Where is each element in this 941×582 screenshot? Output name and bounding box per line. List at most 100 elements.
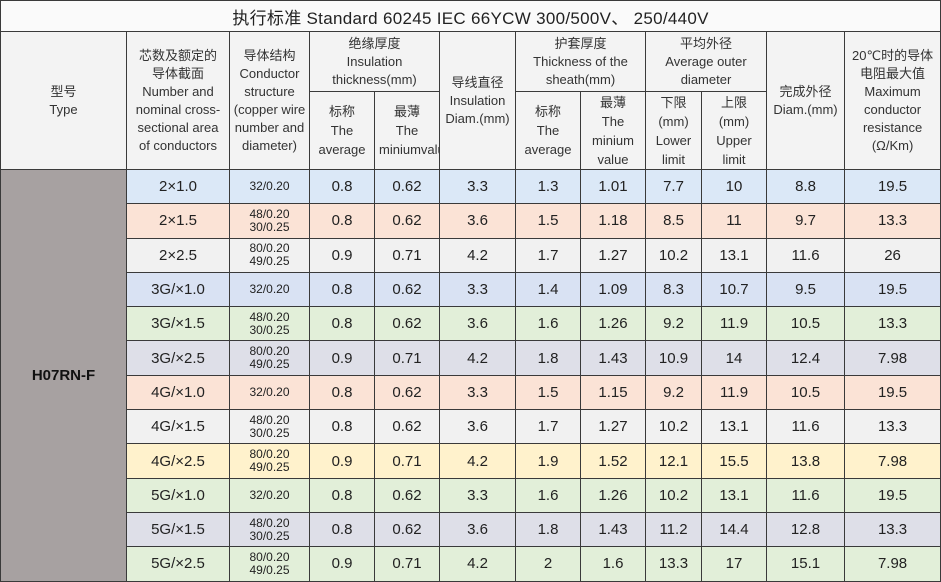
cross-section-cell: 3G/×2.5 bbox=[126, 340, 230, 376]
conductor-cell: 80/0.20 49/0.25 bbox=[229, 340, 310, 376]
resistance-cell: 19.5 bbox=[843, 271, 941, 308]
cross-section-cell: 2×2.5 bbox=[126, 237, 230, 273]
cross-section-cell: 2×1.5 bbox=[126, 203, 230, 239]
insulation-minimum-cell: 0.71 bbox=[374, 546, 440, 582]
sheath-average-cell: 1.9 bbox=[515, 443, 581, 479]
conductor-cell: 32/0.20 bbox=[229, 477, 310, 513]
sheath-minimum-cell: 1.43 bbox=[580, 340, 646, 376]
complete-diameter-cell: 12.8 bbox=[766, 511, 845, 548]
insulation-minimum-cell: 0.71 bbox=[374, 340, 440, 376]
complete-diameter-cell: 11.6 bbox=[766, 237, 845, 273]
table-row: 4G/×1.0 32/0.20 0.8 0.62 3.3 1.5 1.15 9.2 11.9 10… bbox=[1, 374, 941, 411]
header-type: 型号 Type bbox=[0, 31, 127, 170]
lower-limit-cell: 11.2 bbox=[645, 511, 702, 548]
complete-diameter-cell: 13.8 bbox=[766, 443, 845, 479]
complete-diameter-cell: 11.6 bbox=[766, 477, 845, 513]
conductor-line-2: 49/0.25 bbox=[249, 460, 290, 475]
conductor-line-1: 48/0.20 bbox=[249, 309, 290, 324]
lower-limit-cell: 12.1 bbox=[645, 443, 702, 479]
insulation-minimum-cell: 0.62 bbox=[374, 168, 440, 205]
conductor-cell: 80/0.20 49/0.25 bbox=[229, 546, 310, 582]
table-row: 5G/×1.5 48/0.20 30/0.25 0.8 0.62 3.6 1.8 1.43 11… bbox=[1, 511, 941, 548]
sheath-minimum-cell: 1.6 bbox=[580, 546, 646, 582]
header-sheath-average: 标称 The average bbox=[515, 91, 581, 170]
upper-limit-cell: 11.9 bbox=[701, 374, 767, 411]
complete-diameter-cell: 11.6 bbox=[766, 409, 845, 445]
table-row: 3G/×2.5 80/0.20 49/0.25 0.9 0.71 4.2 1.8 1.43 10… bbox=[1, 340, 941, 376]
upper-limit-cell: 10.7 bbox=[701, 271, 767, 308]
upper-limit-cell: 11.9 bbox=[701, 306, 767, 342]
conductor-cell: 48/0.20 30/0.25 bbox=[229, 409, 310, 445]
header-lower-limit: 下限 (mm) Lower limit bbox=[645, 91, 702, 170]
conductor-line-1: 32/0.20 bbox=[249, 487, 290, 502]
sheath-minimum-cell: 1.43 bbox=[580, 511, 646, 548]
header-sheath-minimum: 最薄 The minium value bbox=[580, 91, 646, 170]
table-row: 5G/×2.5 80/0.20 49/0.25 0.9 0.71 4.2 2 1.6 13.3 1… bbox=[1, 546, 941, 582]
sheath-average-cell: 1.7 bbox=[515, 237, 581, 273]
lower-limit-cell: 8.5 bbox=[645, 203, 702, 239]
sheath-average-cell: 1.6 bbox=[515, 477, 581, 513]
insulation-diameter-cell: 4.2 bbox=[439, 443, 516, 479]
header-insulation-diameter: 导线直径 Insulation Diam.(mm) bbox=[439, 31, 516, 170]
sheath-minimum-cell: 1.27 bbox=[580, 237, 646, 273]
sheath-average-cell: 1.6 bbox=[515, 306, 581, 342]
lower-limit-cell: 13.3 bbox=[645, 546, 702, 582]
conductor-cell: 48/0.20 30/0.25 bbox=[229, 306, 310, 342]
insulation-diameter-cell: 3.6 bbox=[439, 409, 516, 445]
conductor-line-1: 80/0.20 bbox=[249, 344, 290, 359]
conductor-cell: 48/0.20 30/0.25 bbox=[229, 203, 310, 239]
complete-diameter-cell: 12.4 bbox=[766, 340, 845, 376]
insulation-average-cell: 0.8 bbox=[309, 409, 375, 445]
resistance-cell: 7.98 bbox=[843, 340, 941, 376]
resistance-cell: 7.98 bbox=[843, 443, 941, 479]
upper-limit-cell: 13.1 bbox=[701, 477, 767, 513]
conductor-line-1: 80/0.20 bbox=[249, 447, 290, 462]
lower-limit-cell: 9.2 bbox=[645, 306, 702, 342]
insulation-diameter-cell: 4.2 bbox=[439, 340, 516, 376]
sheath-minimum-cell: 1.26 bbox=[580, 477, 646, 513]
table-row: 2×1.5 48/0.20 30/0.25 0.8 0.62 3.6 1.5 1.18 8.5 1… bbox=[1, 203, 941, 239]
insulation-average-cell: 0.9 bbox=[309, 546, 375, 582]
upper-limit-cell: 17 bbox=[701, 546, 767, 582]
conductor-cell: 80/0.20 49/0.25 bbox=[229, 237, 310, 273]
complete-diameter-cell: 10.5 bbox=[766, 374, 845, 411]
lower-limit-cell: 8.3 bbox=[645, 271, 702, 308]
cross-section-cell: 5G/×1.0 bbox=[126, 477, 230, 513]
sheath-average-cell: 1.8 bbox=[515, 340, 581, 376]
header-conductor-structure: 导体结构 Conductor structure (copper wire num… bbox=[229, 31, 310, 170]
header-sheath-thickness: 护套厚度 Thickness of the sheath(mm) bbox=[515, 31, 646, 92]
cross-section-cell: 3G/×1.5 bbox=[126, 306, 230, 342]
resistance-cell: 13.3 bbox=[843, 203, 941, 239]
complete-diameter-cell: 10.5 bbox=[766, 306, 845, 342]
insulation-minimum-cell: 0.62 bbox=[374, 306, 440, 342]
insulation-minimum-cell: 0.62 bbox=[374, 271, 440, 308]
table-row: 4G/×1.5 48/0.20 30/0.25 0.8 0.62 3.6 1.7 1.27 10… bbox=[1, 409, 941, 445]
insulation-minimum-cell: 0.71 bbox=[374, 237, 440, 273]
insulation-average-cell: 0.8 bbox=[309, 477, 375, 513]
table-title: 执行标准 Standard 60245 IEC 66YCW 300/500V、 … bbox=[0, 0, 941, 32]
conductor-line-2: 30/0.25 bbox=[249, 219, 290, 234]
complete-diameter-cell: 8.8 bbox=[766, 168, 845, 205]
header-max-resistance: 20℃时的导体电阻最大值 Maximum conductor resistance… bbox=[843, 31, 941, 170]
sheath-minimum-cell: 1.09 bbox=[580, 271, 646, 308]
table-body: H07RN-F 2×1.0 32/0.20 0.8 0.62 3.3 1.3 1.01 7.7 1… bbox=[0, 168, 941, 582]
conductor-line-1: 32/0.20 bbox=[249, 179, 290, 194]
complete-diameter-cell: 9.7 bbox=[766, 203, 845, 239]
insulation-minimum-cell: 0.62 bbox=[374, 203, 440, 239]
resistance-cell: 26 bbox=[843, 237, 941, 273]
conductor-line-1: 48/0.20 bbox=[249, 412, 290, 427]
header-average-outer-diameter: 平均外径 Average outer diameter bbox=[645, 31, 767, 92]
insulation-diameter-cell: 4.2 bbox=[439, 546, 516, 582]
sheath-average-cell: 1.5 bbox=[515, 203, 581, 239]
sheath-minimum-cell: 1.01 bbox=[580, 168, 646, 205]
insulation-diameter-cell: 3.3 bbox=[439, 477, 516, 513]
conductor-line-2: 30/0.25 bbox=[249, 322, 290, 337]
insulation-average-cell: 0.8 bbox=[309, 168, 375, 205]
sheath-average-cell: 1.3 bbox=[515, 168, 581, 205]
sheath-average-cell: 1.4 bbox=[515, 271, 581, 308]
lower-limit-cell: 9.2 bbox=[645, 374, 702, 411]
resistance-cell: 13.3 bbox=[843, 511, 941, 548]
lower-limit-cell: 10.2 bbox=[645, 409, 702, 445]
